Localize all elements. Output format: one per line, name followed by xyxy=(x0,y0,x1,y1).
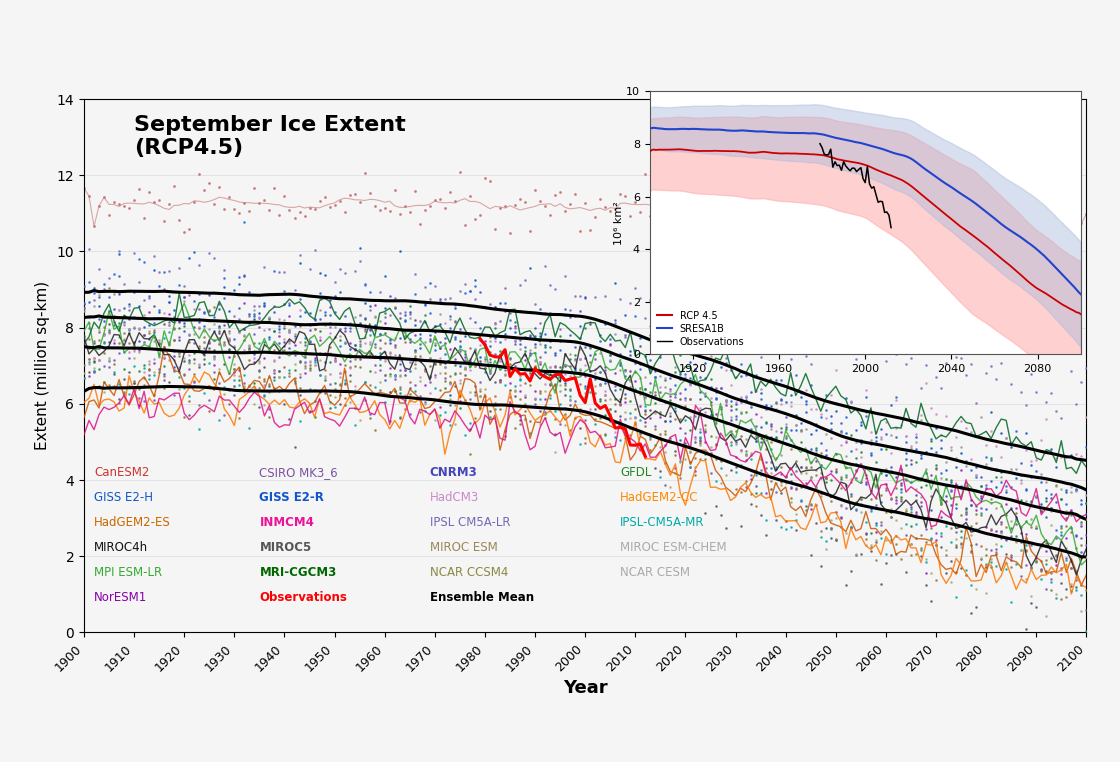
Text: NCAR CESM: NCAR CESM xyxy=(620,566,690,579)
Text: MIROC4h: MIROC4h xyxy=(94,541,148,554)
Text: HadGEM2-ES: HadGEM2-ES xyxy=(94,516,170,529)
Text: CSIRO MK3_6: CSIRO MK3_6 xyxy=(260,466,338,479)
Text: IPSL-CM5A-MR: IPSL-CM5A-MR xyxy=(620,516,704,529)
Text: MPI ESM-LR: MPI ESM-LR xyxy=(94,566,162,579)
Text: NorESM1: NorESM1 xyxy=(94,591,147,604)
Y-axis label: Extent (million sq-km): Extent (million sq-km) xyxy=(35,281,49,450)
Text: CanESM2: CanESM2 xyxy=(94,466,149,479)
Text: Ensemble Mean: Ensemble Mean xyxy=(430,591,534,604)
Legend: RCP 4.5, SRESA1B, Observations: RCP 4.5, SRESA1B, Observations xyxy=(654,308,747,350)
Text: MIROC ESM: MIROC ESM xyxy=(430,541,497,554)
Text: INMCM4: INMCM4 xyxy=(260,516,315,529)
Text: Observations: Observations xyxy=(260,591,347,604)
Text: MRI-CGCM3: MRI-CGCM3 xyxy=(260,566,337,579)
Text: MIROC ESM-CHEM: MIROC ESM-CHEM xyxy=(620,541,727,554)
Y-axis label: 10⁶ km²: 10⁶ km² xyxy=(615,201,625,245)
Text: GFDL: GFDL xyxy=(620,466,652,479)
X-axis label: Year: Year xyxy=(563,680,607,697)
Text: IPSL CM5A-LR: IPSL CM5A-LR xyxy=(430,516,511,529)
Text: September Ice Extent
(RCP4.5): September Ice Extent (RCP4.5) xyxy=(134,115,405,158)
Text: NCAR CCSM4: NCAR CCSM4 xyxy=(430,566,508,579)
Text: GISS E2-H: GISS E2-H xyxy=(94,491,153,504)
Text: MIROC5: MIROC5 xyxy=(260,541,311,554)
Text: GISS E2-R: GISS E2-R xyxy=(260,491,325,504)
Text: CNRM3: CNRM3 xyxy=(430,466,477,479)
Text: HadCM3: HadCM3 xyxy=(430,491,479,504)
Text: HadGEM2-CC: HadGEM2-CC xyxy=(620,491,699,504)
